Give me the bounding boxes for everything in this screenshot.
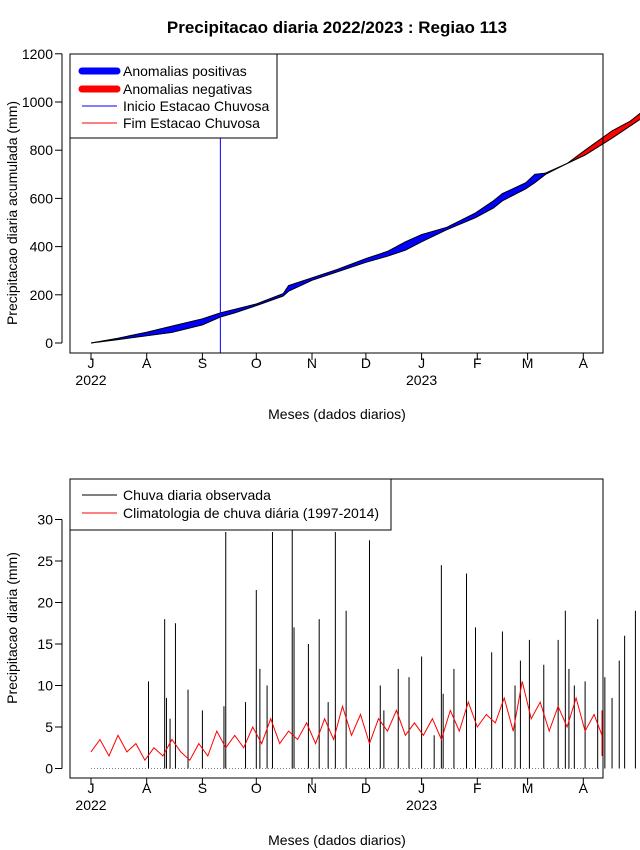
- p2-x-axis-label: Meses (dados diarios): [268, 832, 406, 848]
- p1-month-label: A: [142, 355, 152, 371]
- p2-y-tick-label: 10: [37, 678, 53, 694]
- p1-y-tick-label: 1200: [22, 46, 53, 62]
- positive-anomaly-area: [202, 312, 221, 326]
- p1-y-axis-label: Precipitacao diaria acumulada (mm): [4, 101, 20, 325]
- p1-axes: 0 200 400 600 800 1000 1200 J A S O N D J F M A 2022 2023: [22, 46, 589, 388]
- p2-month-label: A: [142, 780, 152, 796]
- legend-label-positive: Anomalias positivas: [123, 63, 247, 79]
- positive-anomaly-area: [405, 234, 422, 251]
- chart-title: Precipitacao diaria 2022/2023 : Regiao 1…: [167, 18, 507, 37]
- p2-y-tick-label: 25: [37, 553, 53, 569]
- p1-month-label: J: [418, 355, 425, 371]
- p2-y-axis-label: Precipitacao diaria (mm): [4, 552, 20, 704]
- p2-year-label: 2022: [75, 797, 106, 813]
- negative-anomaly-area: [584, 130, 613, 156]
- p2-y-tick-label: 15: [37, 636, 53, 652]
- p2-axes: 0 5 10 15 20 25 30 J A S O N D J F M A 2022 2023: [37, 512, 588, 814]
- p1-month-label: F: [473, 355, 482, 371]
- p1-month-label: D: [361, 355, 371, 371]
- p1-month-label: N: [307, 355, 317, 371]
- legend-label-negative: Anomalias negativas: [123, 81, 252, 97]
- climatology-cumulative-line: [90, 112, 640, 344]
- climatology-daily-line: [90, 681, 603, 762]
- p1-month-label: O: [251, 355, 262, 371]
- p2-legend-box: [69, 478, 392, 531]
- p1-x-axis-label: Meses (dados diarios): [268, 406, 406, 422]
- p1-month-label: A: [579, 355, 589, 371]
- p2-month-label: N: [307, 780, 317, 796]
- p1-y-tick-label: 400: [30, 239, 54, 255]
- legend-label-end: Fim Estacao Chuvosa: [123, 115, 260, 131]
- p2-data-layer: [90, 486, 636, 769]
- legend-label-onset: Inicio Estacao Chuvosa: [123, 98, 270, 114]
- p1-y-tick-label: 600: [30, 190, 54, 206]
- p1-month-label: S: [198, 355, 207, 371]
- legend-label-climatology: Climatologia de chuva diária (1997-2014): [123, 505, 379, 521]
- p2-month-label: D: [361, 780, 371, 796]
- p2-month-label: S: [198, 780, 207, 796]
- p2-month-label: M: [522, 780, 534, 796]
- positive-anomaly-area: [387, 241, 406, 257]
- p2-y-tick-label: 5: [45, 719, 53, 735]
- p2-y-tick-label: 0: [45, 761, 53, 777]
- p2-y-tick-label: 20: [37, 595, 53, 611]
- legend-label-observed: Chuva diaria observada: [123, 487, 271, 503]
- p2-month-label: J: [88, 780, 95, 796]
- p1-data-layer: [90, 54, 640, 353]
- p2-month-label: F: [473, 780, 482, 796]
- p2-year-label: 2023: [406, 797, 437, 813]
- p1-year-label: 2022: [75, 372, 106, 388]
- p1-year-label: 2023: [406, 372, 437, 388]
- p2-y-tick-label: 30: [37, 512, 53, 528]
- p2-month-label: O: [251, 780, 262, 796]
- p1-y-tick-label: 200: [30, 287, 54, 303]
- p2-month-label: A: [579, 780, 589, 796]
- p2-month-label: J: [418, 780, 425, 796]
- p2-legend: Chuva diaria observada Climatologia de c…: [69, 478, 392, 531]
- p1-y-tick-label: 0: [45, 335, 53, 351]
- p1-month-label: J: [88, 355, 95, 371]
- p1-legend: Anomalias positivas Anomalias negativas …: [69, 53, 278, 139]
- p1-y-tick-label: 800: [30, 142, 54, 158]
- p1-y-tick-label: 1000: [22, 94, 53, 110]
- positive-anomaly-area: [493, 193, 503, 209]
- observed-cumulative-line: [90, 118, 640, 344]
- p1-month-label: M: [522, 355, 534, 371]
